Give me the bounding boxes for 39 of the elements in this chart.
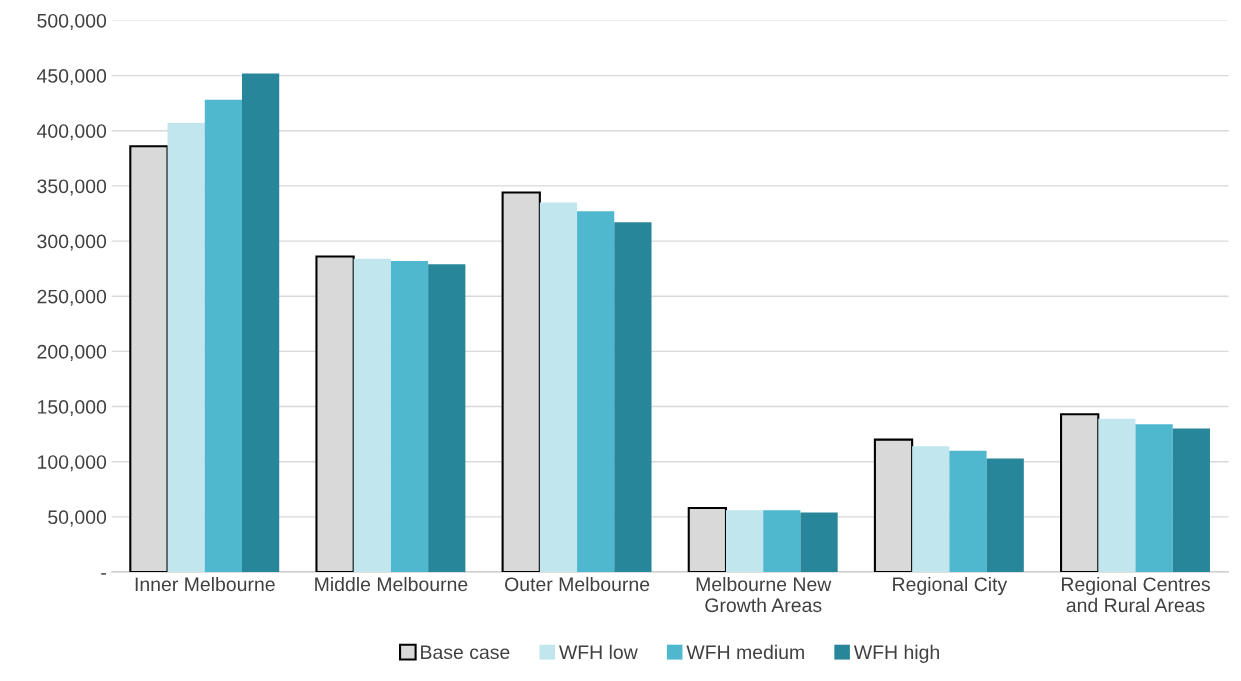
y-tick-label: 100,000 [38, 455, 107, 472]
bar [353, 258, 391, 573]
bar [614, 222, 652, 573]
y-tick-label: 350,000 [37, 179, 107, 196]
bar [763, 510, 801, 573]
y-tick-label: 500,000 [37, 13, 107, 30]
bar [390, 260, 429, 573]
legend-label: WFH medium [686, 644, 804, 660]
y-tick-label: 400,000 [37, 124, 107, 141]
bar [241, 73, 280, 573]
bar [1172, 428, 1210, 573]
bar [725, 510, 764, 573]
legend-label: WFH high [853, 644, 939, 663]
x-tick-label: Inner Melbourne [135, 576, 275, 592]
y-tick-label: 300,000 [37, 234, 107, 251]
bar [986, 458, 1024, 573]
bar [1135, 424, 1173, 573]
y-tick-label: - [101, 573, 106, 575]
y-tick-label: 50,000 [48, 510, 107, 527]
bar [949, 450, 987, 573]
x-tick-label: Middle Melbourne [315, 576, 468, 592]
bar [428, 264, 466, 573]
legend-label: WFH low [558, 644, 638, 660]
x-tick-label: Outer Melbourne [505, 576, 650, 592]
bar [577, 211, 615, 573]
bar [204, 99, 242, 573]
x-tick-label: Regional Centres and Rural Areas [1062, 576, 1210, 613]
y-tick-label: 200,000 [37, 344, 107, 361]
y-tick-label: 450,000 [37, 69, 107, 86]
y-tick-label: 150,000 [38, 400, 107, 417]
bar [1098, 418, 1136, 573]
x-tick-label: Melbourne New Growth Areas [696, 576, 832, 613]
bar [167, 123, 205, 573]
bar [539, 202, 578, 573]
legend-label: Base case [421, 645, 510, 660]
x-tick-label: Regional City [893, 576, 1008, 596]
y-tick-label: 250,000 [37, 289, 107, 306]
bar [800, 512, 838, 573]
bar [912, 446, 950, 573]
